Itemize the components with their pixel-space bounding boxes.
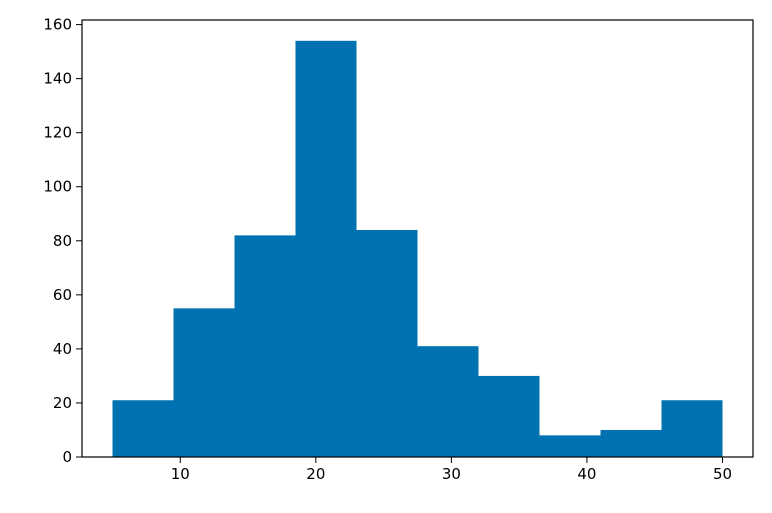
y-axis-ticks: 0 20 40 60 80 100 120 140 160 — [43, 16, 82, 466]
y-tick-label: 80 — [53, 232, 72, 250]
x-tick-label: 10 — [171, 465, 190, 483]
x-tick-label: 40 — [577, 465, 596, 483]
y-tick-label: 20 — [53, 394, 72, 412]
x-tick-label: 50 — [713, 465, 732, 483]
y-tick-label: 40 — [53, 340, 72, 358]
histogram-bar-4 — [295, 40, 357, 458]
y-tick-label: 160 — [43, 16, 72, 34]
y-tick-label: 100 — [43, 178, 72, 196]
histogram-bar-8 — [539, 435, 601, 457]
histogram-bar-6 — [417, 346, 479, 457]
axes-frame — [81, 19, 754, 458]
x-tick-label: 20 — [306, 465, 325, 483]
histogram-bar-1 — [112, 400, 174, 457]
histogram-bar-3 — [234, 235, 296, 457]
histogram-bar-2 — [173, 308, 235, 457]
y-tick-label: 140 — [43, 70, 72, 88]
y-tick-label: 0 — [62, 448, 72, 466]
histogram-bar-7 — [478, 375, 540, 457]
y-tick-label: 120 — [43, 124, 72, 142]
histogram-bar-9 — [600, 429, 662, 457]
histogram-bar-5 — [356, 229, 418, 457]
x-axis-ticks: 10 20 30 40 50 — [171, 457, 732, 483]
y-tick-label: 60 — [53, 286, 72, 304]
x-tick-label: 30 — [442, 465, 461, 483]
histogram-bar-10 — [661, 400, 723, 457]
bars-layer — [112, 40, 723, 458]
